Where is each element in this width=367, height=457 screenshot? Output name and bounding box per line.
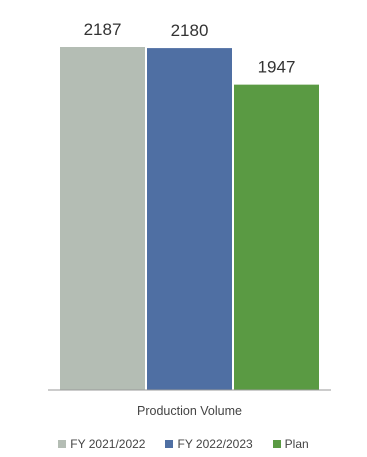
legend-label-fy-2022-2023: FY 2022/2023 bbox=[177, 437, 253, 451]
data-labels-group: 2187 2180 1947 bbox=[84, 20, 296, 77]
bar-plan bbox=[234, 84, 319, 391]
data-label-plan: 1947 bbox=[258, 58, 296, 77]
legend-label-plan: Plan bbox=[284, 437, 309, 451]
data-label-fy-2022-2023: 2180 bbox=[171, 21, 209, 40]
category-label: Production Volume bbox=[137, 404, 242, 418]
legend-item-fy-2021-2022: FY 2021/2022 bbox=[58, 437, 145, 451]
legend-swatch-plan bbox=[272, 440, 281, 448]
bar-fy-2021-2022 bbox=[60, 47, 145, 390]
bars-group bbox=[60, 47, 319, 391]
bar-fy-2022-2023 bbox=[147, 48, 232, 391]
data-label-fy-2021-2022: 2187 bbox=[84, 20, 122, 39]
legend-swatch-fy-2021-2022 bbox=[58, 440, 67, 448]
legend: FY 2021/2022 FY 2022/2023 Plan bbox=[0, 435, 367, 453]
legend-label-fy-2021-2022: FY 2021/2022 bbox=[70, 437, 146, 451]
legend-item-fy-2022-2023: FY 2022/2023 bbox=[165, 437, 253, 451]
legend-swatch-fy-2022-2023 bbox=[165, 440, 174, 448]
legend-item-plan: Plan bbox=[272, 437, 309, 451]
